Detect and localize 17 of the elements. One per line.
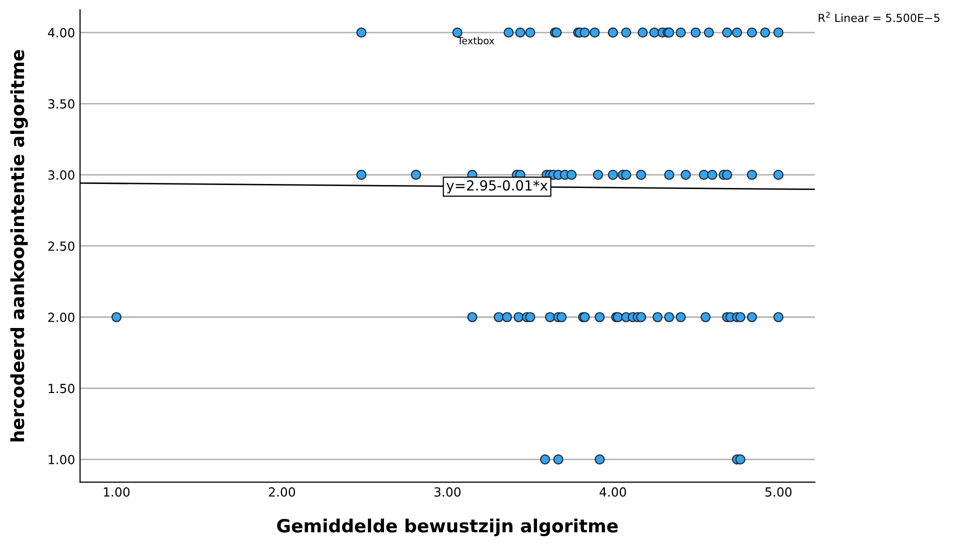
x-tick-label: 3.00 xyxy=(434,487,461,497)
y-tick-label: 2.50 xyxy=(48,241,74,251)
text: R$^{2}$ Linear = 5.500E−5 xyxy=(818,12,940,22)
x-tick-label: 4.00 xyxy=(600,487,626,497)
y-tick-label: 3.50 xyxy=(48,99,74,109)
annotation: Textbox xyxy=(457,36,494,44)
x-tick-label: 1.00 xyxy=(104,487,130,497)
y-tick-label: 1.00 xyxy=(48,454,74,464)
x-axis-title: Gemiddelde bewustzijn algoritme xyxy=(277,518,618,536)
y-tick-label: 1.50 xyxy=(48,384,74,394)
y-tick-label: 3.00 xyxy=(48,170,74,180)
annotation: y=2.95-0.01*x xyxy=(446,180,548,194)
y-tick-label: 4.00 xyxy=(48,28,74,38)
y-tick-label: 2.00 xyxy=(48,312,74,322)
y-axis-title: hercodeerd aankoopintentie algoritme xyxy=(10,50,28,442)
x-tick-label: 5.00 xyxy=(765,487,792,497)
x-tick-label: 2.00 xyxy=(268,487,296,497)
